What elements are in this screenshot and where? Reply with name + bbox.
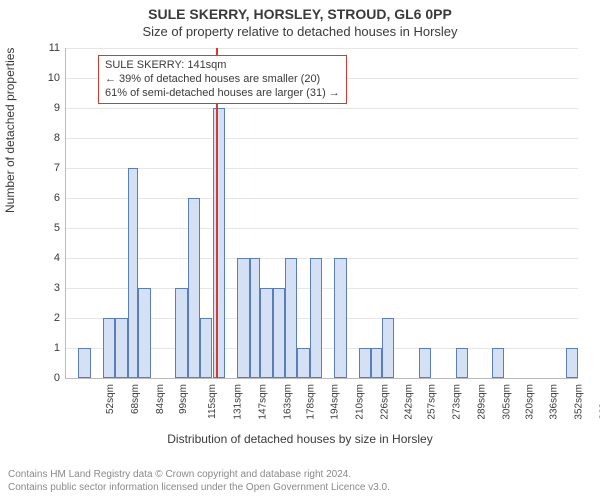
x-tick-label: 99sqm bbox=[178, 384, 189, 414]
histogram-bar bbox=[566, 348, 578, 378]
histogram-bar bbox=[213, 108, 225, 378]
page-title: SULE SKERRY, HORSLEY, STROUD, GL6 0PP bbox=[0, 0, 600, 22]
histogram-bar bbox=[260, 288, 272, 378]
histogram-bar bbox=[382, 318, 394, 378]
x-tick-label: 84sqm bbox=[155, 384, 166, 414]
x-tick-label: 289sqm bbox=[476, 384, 487, 420]
x-tick-label: 115sqm bbox=[207, 384, 218, 419]
x-tick-label: 226sqm bbox=[379, 384, 390, 420]
annotation-line2: ← 39% of detached houses are smaller (20… bbox=[105, 73, 340, 87]
histogram-bar bbox=[273, 288, 285, 378]
y-tick-label: 0 bbox=[40, 372, 60, 384]
x-tick-label: 52sqm bbox=[105, 384, 116, 414]
x-tick-label: 273sqm bbox=[452, 384, 463, 420]
histogram-bar bbox=[188, 198, 200, 378]
histogram-bar bbox=[456, 348, 468, 378]
gridline bbox=[66, 48, 578, 49]
gridline bbox=[66, 168, 578, 169]
y-tick-label: 8 bbox=[40, 132, 60, 144]
x-tick-label: 242sqm bbox=[404, 384, 415, 420]
gridline bbox=[66, 228, 578, 229]
histogram-bar bbox=[419, 348, 431, 378]
histogram-bar bbox=[297, 348, 309, 378]
histogram-bar bbox=[371, 348, 382, 378]
histogram-bar bbox=[200, 318, 212, 378]
x-tick-label: 163sqm bbox=[282, 384, 293, 420]
histogram-bar bbox=[237, 258, 249, 378]
histogram-bar bbox=[128, 168, 139, 378]
footer-line2: Contains public sector information licen… bbox=[8, 482, 390, 495]
page-subtitle: Size of property relative to detached ho… bbox=[0, 22, 600, 41]
annotation-line1: SULE SKERRY: 141sqm bbox=[105, 59, 340, 73]
histogram-bar bbox=[103, 318, 115, 378]
y-tick-label: 5 bbox=[40, 222, 60, 234]
histogram-bar bbox=[138, 288, 150, 378]
x-tick-label: 336sqm bbox=[549, 384, 560, 420]
histogram-bar bbox=[359, 348, 371, 378]
gridline bbox=[66, 198, 578, 199]
x-tick-label: 320sqm bbox=[524, 384, 535, 420]
y-tick-label: 7 bbox=[40, 162, 60, 174]
x-tick-label: 194sqm bbox=[330, 384, 341, 420]
histogram-bar bbox=[492, 348, 504, 378]
y-tick-label: 4 bbox=[40, 252, 60, 264]
y-tick-label: 2 bbox=[40, 312, 60, 324]
histogram-bar bbox=[334, 258, 346, 378]
footer-text: Contains HM Land Registry data © Crown c… bbox=[8, 469, 390, 494]
histogram-bar bbox=[115, 318, 127, 378]
histogram-bar bbox=[310, 258, 322, 378]
y-tick-label: 1 bbox=[40, 342, 60, 354]
gridline bbox=[66, 258, 578, 259]
y-tick-label: 10 bbox=[40, 72, 60, 84]
annotation-box: SULE SKERRY: 141sqm ← 39% of detached ho… bbox=[98, 55, 347, 104]
histogram-bar bbox=[250, 258, 261, 378]
y-tick-label: 3 bbox=[40, 282, 60, 294]
x-tick-label: 257sqm bbox=[427, 384, 438, 420]
histogram-bar bbox=[78, 348, 90, 378]
gridline bbox=[66, 108, 578, 109]
y-tick-label: 6 bbox=[40, 192, 60, 204]
histogram-bar bbox=[285, 258, 297, 378]
x-tick-label: 305sqm bbox=[501, 384, 512, 420]
x-tick-label: 68sqm bbox=[130, 384, 141, 414]
gridline bbox=[66, 138, 578, 139]
x-tick-label: 131sqm bbox=[233, 384, 244, 420]
y-axis-title: Number of detached properties bbox=[3, 48, 17, 213]
x-tick-label: 147sqm bbox=[257, 384, 268, 420]
histogram-bar bbox=[175, 288, 187, 378]
x-tick-label: 210sqm bbox=[355, 384, 366, 420]
x-tick-label: 178sqm bbox=[305, 384, 316, 420]
x-tick-label: 352sqm bbox=[574, 384, 585, 420]
y-tick-label: 9 bbox=[40, 102, 60, 114]
y-tick-label: 11 bbox=[40, 42, 60, 54]
annotation-line3: 61% of semi-detached houses are larger (… bbox=[105, 87, 340, 101]
x-axis-title: Distribution of detached houses by size … bbox=[0, 432, 600, 446]
footer-line1: Contains HM Land Registry data © Crown c… bbox=[8, 469, 390, 482]
